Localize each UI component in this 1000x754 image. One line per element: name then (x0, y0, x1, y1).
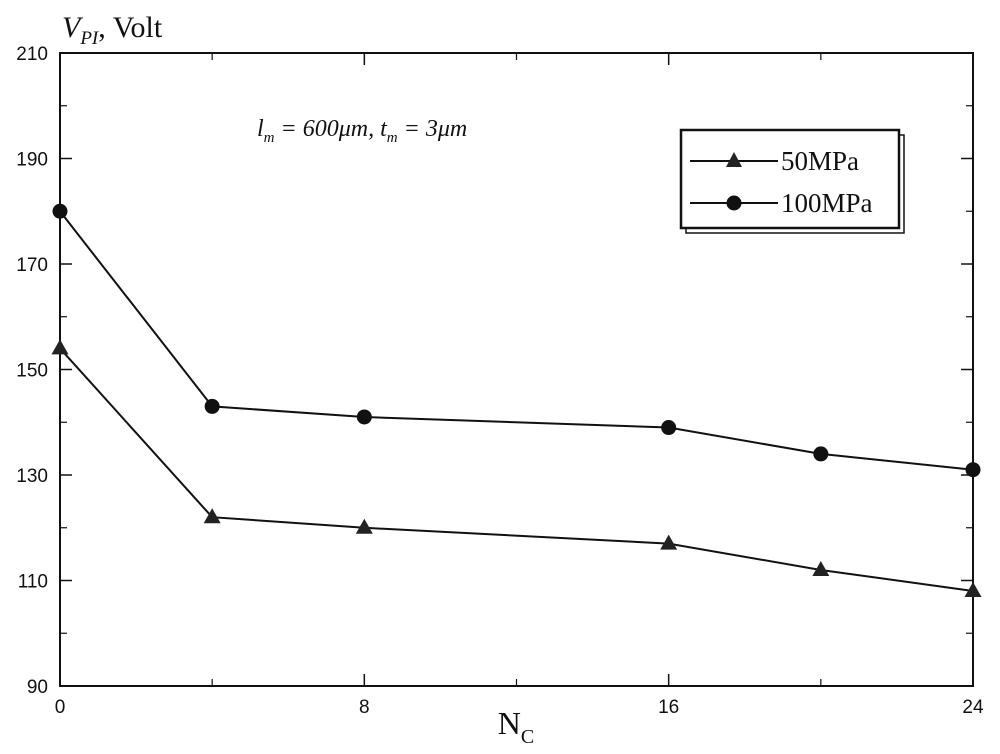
data-point-50mpa (660, 534, 678, 550)
axis-ticks: 90 110 130 150 170 190 210 0 8 16 24 (16, 44, 984, 718)
y-tick-label: 110 (18, 572, 48, 593)
series-line-50mpa (59, 347, 974, 592)
data-point-50mpa (51, 339, 69, 355)
y-axis-title-rest: , Volt (98, 11, 163, 44)
annotation-l: l (257, 116, 264, 142)
annotation-separator: , (368, 116, 374, 142)
data-point-50mpa (964, 582, 982, 598)
annotation-l-sub: m (264, 130, 275, 146)
y-axis-title-sub: PI (79, 28, 100, 49)
legend-label-100mpa: 100MPa (781, 188, 873, 218)
data-point-100mpa (356, 409, 372, 425)
series-layer (51, 203, 982, 598)
y-tick-label: 90 (27, 677, 48, 698)
data-point-100mpa (204, 398, 220, 414)
y-tick-label: 170 (16, 255, 48, 276)
x-tick-label: 24 (962, 697, 984, 718)
data-point-100mpa (813, 446, 829, 462)
x-tick-label: 8 (359, 697, 370, 718)
y-tick-label: 130 (16, 466, 48, 487)
y-axis-title-main: V (62, 11, 84, 44)
y-axis-title: VPI, Volt (62, 11, 163, 49)
data-point-50mpa (812, 560, 830, 576)
legend-label-50mpa: 50MPa (781, 146, 859, 176)
x-axis-title-sub: C (521, 726, 534, 748)
data-point-100mpa (965, 462, 981, 478)
y-tick-label: 190 (16, 150, 48, 171)
y-tick-label: 210 (16, 44, 48, 65)
annotation-m-2: m (450, 116, 467, 142)
legend-box (679, 128, 901, 230)
data-point-50mpa (355, 518, 373, 534)
annotation-mu-1: μ (338, 116, 351, 142)
dimension-annotation: lm = 600μm, tm = 3μm (257, 116, 467, 146)
x-tick-label: 16 (658, 697, 679, 718)
x-axis-title: NC (498, 705, 534, 748)
data-point-100mpa (661, 420, 677, 436)
y-tick-label: 150 (16, 361, 48, 382)
data-point-50mpa (203, 508, 221, 524)
series-line-100mpa (59, 210, 974, 471)
legend: 50MPa 100MPa (679, 128, 905, 234)
annotation-mu-2: μ (437, 116, 450, 142)
annotation-t-sub: m (387, 130, 398, 146)
annotation-m-1: m (351, 116, 368, 142)
annotation-t-value: = 3 (398, 116, 438, 142)
legend-marker-triangle (726, 152, 742, 167)
x-axis-title-main: N (498, 705, 521, 741)
x-tick-label: 0 (55, 697, 66, 718)
legend-marker-circle (726, 195, 742, 211)
data-point-100mpa (52, 203, 68, 219)
annotation-t: t (380, 116, 388, 142)
annotation-l-value: = 600 (275, 116, 339, 142)
